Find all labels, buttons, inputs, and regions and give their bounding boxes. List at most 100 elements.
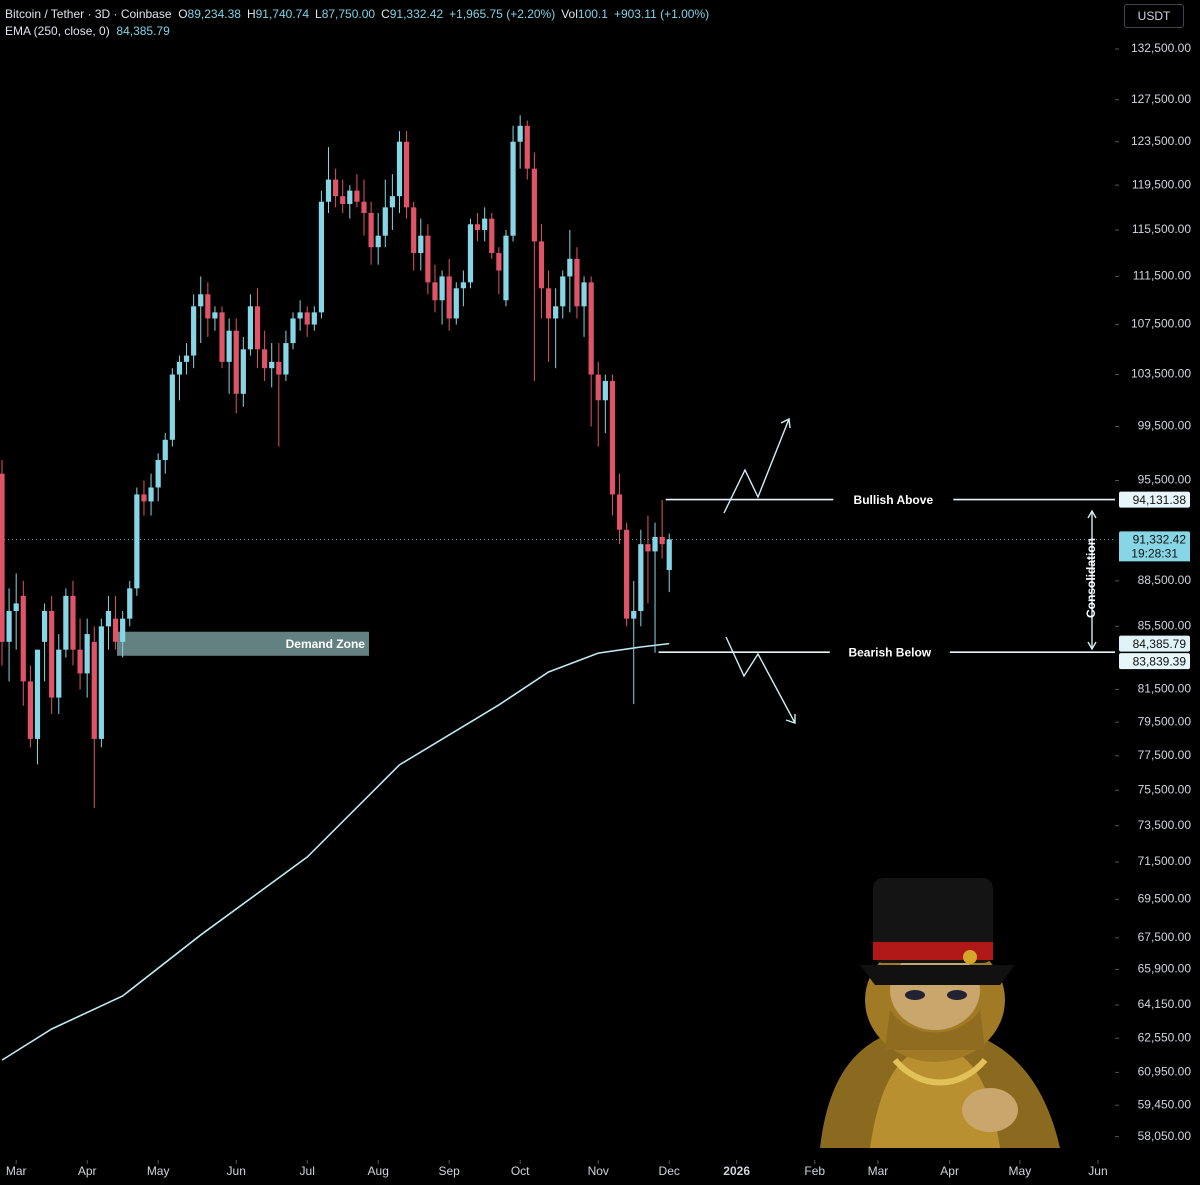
candle-body — [602, 380, 608, 401]
x-tick-label: Dec — [659, 1164, 680, 1178]
x-tick-label: Jun — [227, 1164, 246, 1178]
candle-body — [176, 361, 183, 375]
candle-body — [418, 235, 424, 253]
candle-body — [98, 626, 104, 739]
ema-value: 84,385.79 — [116, 24, 170, 38]
candle-body — [510, 141, 516, 236]
candle-body — [396, 141, 403, 197]
candle-body — [112, 618, 119, 642]
candle-body — [226, 330, 232, 362]
x-tick-label: Oct — [511, 1164, 530, 1178]
x-tick-label: Jun — [1088, 1164, 1107, 1178]
bearish-price-label: 83,839.39 — [1133, 654, 1187, 668]
candle-body — [6, 611, 12, 642]
candle-body — [347, 190, 353, 204]
x-tick-label: Mar — [868, 1164, 889, 1178]
candle-body — [41, 611, 48, 642]
candle-body — [439, 276, 445, 301]
candle-body — [595, 374, 601, 401]
candle-body — [411, 207, 417, 253]
candle-body — [254, 306, 261, 350]
x-tick-label: Sep — [439, 1164, 461, 1178]
candle-body — [361, 201, 367, 213]
candle-body — [474, 224, 481, 230]
y-tick-label: 132,500.00 — [1131, 41, 1191, 55]
candle-body — [503, 235, 509, 301]
level-label-bg — [829, 643, 950, 662]
candle-body — [148, 487, 154, 502]
y-tick-label: 81,500.00 — [1138, 682, 1192, 696]
ohlc-value: +1,965.75 (+2.20%) — [449, 7, 556, 21]
currency-button[interactable]: USDT — [1124, 4, 1184, 28]
demand-zone-label: Demand Zone — [286, 637, 366, 651]
candle-body — [560, 276, 566, 307]
candle-body — [496, 252, 502, 271]
symbol: Bitcoin / Tether · 3D · Coinbase — [5, 7, 172, 21]
candle-body — [666, 539, 672, 570]
ohlc-value: 91,332.42 — [389, 7, 444, 21]
candle-body — [318, 201, 325, 313]
ohlc: O89,234.38 H91,740.74 L87,750.00 C91,332.42… — [178, 7, 715, 21]
candle-body — [489, 218, 495, 253]
candle-body — [247, 306, 254, 350]
candle-body — [162, 439, 168, 461]
x-tick-label: Apr — [940, 1164, 959, 1178]
y-tick-label: 103,500.00 — [1131, 367, 1191, 381]
ohlc-value: 100.1 — [577, 7, 608, 21]
candle-body — [354, 190, 360, 202]
candle-body — [581, 282, 587, 307]
y-tick-label: 85,500.00 — [1138, 619, 1192, 633]
candle-body — [432, 282, 438, 301]
candle-body — [631, 611, 637, 619]
ohlc-key: O — [178, 7, 188, 21]
x-tick-label: May — [147, 1164, 170, 1178]
plot: 132,500.00 127,500.00 123,500.00 119,500.00… — [0, 41, 1191, 1178]
level-label-bg — [833, 490, 954, 509]
candle-body — [588, 282, 594, 375]
candle-body — [127, 588, 133, 619]
candle-body — [290, 318, 296, 344]
bearish-arrowhead — [785, 714, 796, 724]
x-tick-label: Apr — [78, 1164, 97, 1178]
candle-body — [49, 611, 55, 698]
candle-body — [205, 294, 211, 319]
y-tick-label: 71,500.00 — [1138, 854, 1192, 868]
candle-body — [446, 276, 452, 319]
candle-body — [297, 312, 303, 319]
last-price-label: 91,332.42 — [1133, 533, 1187, 547]
ohlc-value: 87,750.00 — [321, 7, 376, 21]
scenario-arrows — [723, 417, 1097, 724]
ema-name: EMA (250, close, 0) — [5, 24, 110, 38]
ema-price-label: 84,385.79 — [1133, 637, 1187, 651]
ohlc-value: 89,234.38 — [187, 7, 241, 21]
candle-body — [20, 595, 26, 682]
y-tick-label: 119,500.00 — [1132, 177, 1191, 191]
consolidation-arrowhead-top — [1087, 509, 1097, 519]
bullish-price-label-box — [1119, 491, 1190, 508]
candle-body — [524, 125, 530, 169]
candle-body — [389, 196, 395, 208]
ohlc-value: +903.11 (+1.00%) — [613, 7, 710, 21]
candle-body — [311, 312, 317, 325]
y-tick-label: 64,150.00 — [1138, 997, 1192, 1011]
ohlc-value: 91,740.74 — [255, 7, 309, 21]
candle-body — [63, 595, 69, 650]
candle-body — [517, 125, 523, 142]
candle-body — [240, 349, 246, 394]
x-tick-label: May — [1009, 1164, 1032, 1178]
y-tick-label: 73,500.00 — [1138, 818, 1192, 832]
ema-line: EMA (250, close, 0) 84,385.79 — [5, 23, 715, 40]
y-tick-label: 67,500.00 — [1138, 930, 1192, 944]
countdown-box — [1119, 546, 1190, 562]
candle-body — [567, 258, 573, 277]
symbol-line: Bitcoin / Tether · 3D · Coinbase O89,234… — [5, 6, 715, 23]
mascot — [820, 878, 1060, 1148]
y-tick-label: 88,500.00 — [1138, 573, 1192, 587]
candle-body — [482, 218, 488, 230]
candle-body — [120, 618, 126, 642]
bullish-path — [723, 418, 790, 514]
y-tick-label: 77,500.00 — [1138, 748, 1192, 762]
candle-body — [27, 681, 33, 739]
